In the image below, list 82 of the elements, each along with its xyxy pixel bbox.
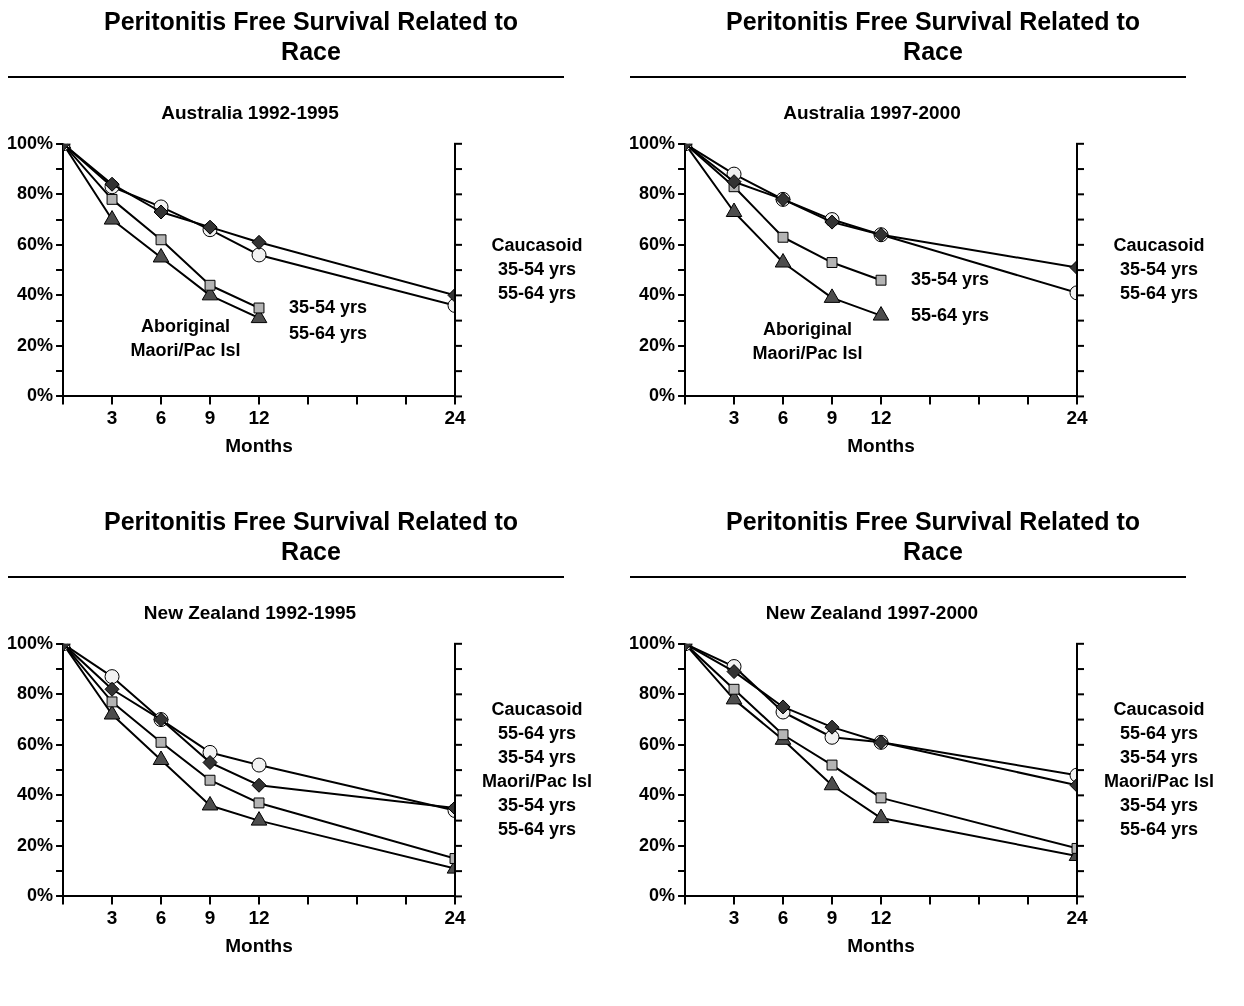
text: 55-64 yrs (1119, 723, 1199, 744)
text: 55-64 yrs (497, 723, 577, 744)
x-tick-label: 6 (155, 407, 167, 429)
text: 35-54 yrs (1119, 747, 1199, 768)
annotation: 35-54 yrs (911, 269, 990, 290)
x-tick-label: 12 (870, 407, 892, 429)
annotation: 55-64 yrs (911, 304, 990, 325)
y-tick-label: 100% (628, 132, 676, 153)
y-tick-label: 0% (27, 385, 54, 406)
text: 55-64 yrs (1119, 819, 1199, 840)
y-tick-label: 60% (639, 233, 676, 254)
text: 55-64 yrs (497, 283, 577, 304)
x-tick-label: 9 (204, 907, 216, 929)
x-tick-label: 24 (444, 407, 466, 429)
text: 35-54 yrs (1119, 259, 1199, 280)
chart-subtitle: Australia 1997-2000 (782, 102, 962, 124)
x-axis-title: Months (847, 434, 915, 456)
y-tick-label: 0% (27, 885, 54, 906)
text: 55-64 yrs (1119, 283, 1199, 304)
y-tick-label: 100% (6, 132, 54, 153)
y-tick-label: 40% (17, 284, 54, 305)
x-tick-label: 9 (204, 407, 216, 429)
annotation: Maori/Pac Isl (130, 340, 241, 361)
text: Caucasoid (1113, 699, 1205, 720)
y-tick-label: 0% (649, 885, 676, 906)
text: 35-54 yrs (497, 795, 577, 816)
x-tick-label: 9 (826, 407, 838, 429)
x-tick-label: 6 (155, 907, 167, 929)
x-tick-label: 24 (444, 907, 466, 929)
x-tick-label: 3 (728, 907, 740, 929)
chart-subtitle: New Zealand 1997-2000 (764, 602, 980, 624)
x-tick-label: 3 (106, 907, 118, 929)
chart-title: Peritonitis Free Survival Related to Race (103, 6, 519, 66)
y-tick-label: 0% (649, 385, 676, 406)
y-tick-label: 40% (17, 784, 54, 805)
text: Caucasoid (491, 699, 583, 720)
text: 55-64 yrs (497, 819, 577, 840)
y-tick-label: 100% (6, 632, 54, 653)
annotation: Maori/Pac Isl (752, 342, 863, 363)
x-tick-label: 9 (826, 907, 838, 929)
x-tick-label: 3 (106, 407, 118, 429)
x-tick-label: 12 (248, 907, 270, 929)
y-tick-label: 100% (628, 632, 676, 653)
x-tick-label: 12 (248, 407, 270, 429)
x-tick-label: 6 (777, 407, 789, 429)
text: Caucasoid (491, 235, 583, 256)
chart-title: Peritonitis Free Survival Related to Race (725, 506, 1141, 566)
x-tick-label: 24 (1066, 407, 1088, 429)
chart-subtitle: New Zealand 1992-1995 (142, 602, 358, 624)
text: Maori/Pac Isl (1103, 771, 1215, 792)
text: 35-54 yrs (497, 259, 577, 280)
y-tick-label: 60% (17, 233, 54, 254)
y-tick-label: 40% (639, 284, 676, 305)
text: Maori/Pac Isl (481, 771, 593, 792)
annotation: 35-54 yrs (289, 296, 368, 317)
y-tick-label: 60% (17, 733, 54, 754)
y-tick-label: 80% (17, 183, 54, 204)
y-tick-label: 80% (639, 683, 676, 704)
y-tick-label: 80% (17, 683, 54, 704)
x-tick-label: 24 (1066, 907, 1088, 929)
x-tick-label: 6 (777, 907, 789, 929)
text: Caucasoid (1113, 235, 1205, 256)
y-tick-label: 60% (639, 733, 676, 754)
chart-title: Peritonitis Free Survival Related to Race (103, 506, 519, 566)
text: 35-54 yrs (1119, 795, 1199, 816)
y-tick-label: 20% (639, 834, 676, 855)
text: 35-54 yrs (497, 747, 577, 768)
y-tick-label: 20% (17, 334, 54, 355)
x-axis-title: Months (847, 934, 915, 956)
y-tick-label: 80% (639, 183, 676, 204)
x-axis-title: Months (225, 434, 293, 456)
y-tick-label: 20% (639, 334, 676, 355)
annotation: 55-64 yrs (289, 322, 368, 343)
x-tick-label: 12 (870, 907, 892, 929)
y-tick-label: 40% (639, 784, 676, 805)
annotation: Aboriginal (763, 318, 853, 339)
chart-title: Peritonitis Free Survival Related to Race (725, 6, 1141, 66)
x-tick-label: 3 (728, 407, 740, 429)
annotation: Aboriginal (141, 316, 231, 337)
chart-subtitle: Australia 1992-1995 (160, 102, 340, 124)
y-tick-label: 20% (17, 834, 54, 855)
x-axis-title: Months (225, 934, 293, 956)
